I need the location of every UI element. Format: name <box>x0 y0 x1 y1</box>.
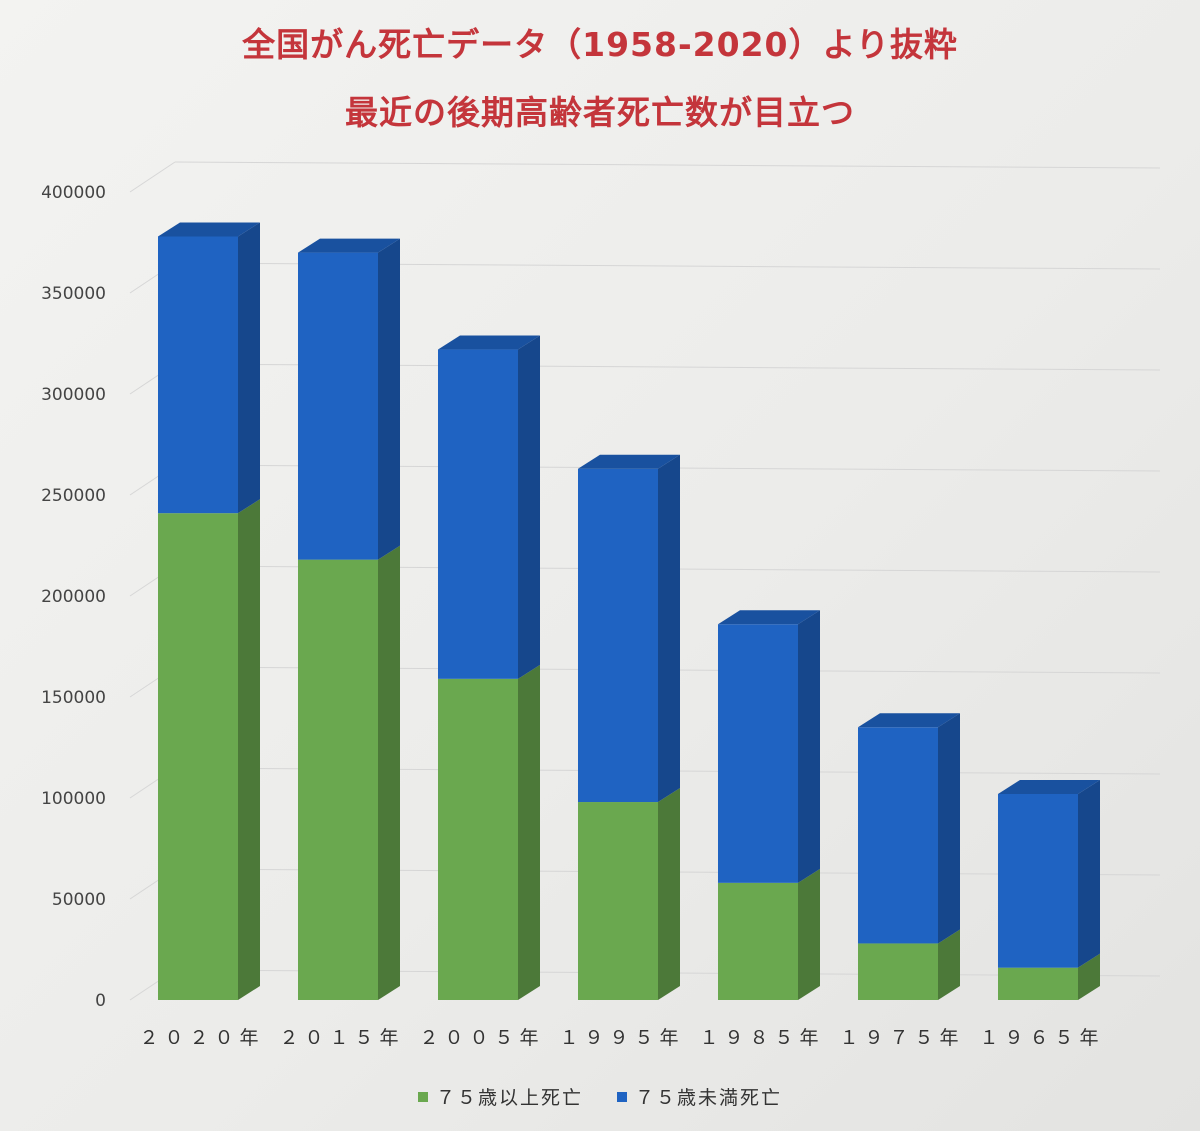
bar-segment <box>718 624 798 883</box>
bar-side <box>378 545 400 1000</box>
bar-segment <box>578 468 658 803</box>
x-tick-label: １９６５年 <box>979 1027 1104 1049</box>
bar-segment <box>998 793 1078 968</box>
legend-label: ７５歳未満死亡 <box>635 1087 783 1109</box>
x-tick-label: ２０１５年 <box>279 1027 404 1049</box>
x-tick-label: １９８５年 <box>699 1027 824 1049</box>
y-tick-label: 50000 <box>52 890 106 910</box>
x-tick-label: １９７５年 <box>839 1027 964 1049</box>
bar-segment <box>158 236 238 514</box>
bar-side <box>798 868 820 1000</box>
bar-segment <box>578 802 658 1000</box>
bar-side <box>658 788 680 1000</box>
x-tick-label: ２０２０年 <box>139 1027 264 1049</box>
bar-side <box>1078 779 1100 968</box>
bar-side <box>518 335 540 679</box>
x-tick-label: ２００５年 <box>419 1027 544 1049</box>
bar-top <box>438 335 540 350</box>
bar-side <box>938 713 960 944</box>
bar-segment <box>438 678 518 1000</box>
gridline-depth <box>129 161 176 193</box>
legend-item-under-75: ７５歳未満死亡 <box>617 1083 782 1110</box>
bar-segment <box>998 967 1078 1000</box>
bar-top <box>718 610 820 625</box>
legend-swatch-blue <box>617 1091 628 1102</box>
bar-side <box>938 929 960 1000</box>
bar-top <box>998 779 1100 794</box>
x-tick-label: １９９５年 <box>559 1027 684 1049</box>
bar-segment <box>858 943 938 1000</box>
bar-top <box>858 713 960 728</box>
gridline <box>174 161 1161 169</box>
legend-swatch-green <box>417 1091 428 1102</box>
bar-side <box>238 499 260 1000</box>
legend-item-75-and-over: ７５歳以上死亡 <box>417 1083 583 1110</box>
bar-top <box>578 454 680 469</box>
y-tick-label: 100000 <box>41 789 106 809</box>
chart-subtitle: 最近の後期高齢者死亡数が目立つ <box>345 93 855 132</box>
y-tick-label: 300000 <box>41 385 106 405</box>
bar-segment <box>298 559 378 1000</box>
bar-top <box>158 222 260 237</box>
bar-segment <box>298 252 378 560</box>
legend-label: ７５歳以上死亡 <box>435 1087 583 1109</box>
y-tick-label: 200000 <box>41 587 106 607</box>
bar-side <box>798 610 820 883</box>
bar-top <box>298 238 400 253</box>
bar-segment <box>858 727 938 944</box>
y-tick-label: 250000 <box>41 486 106 506</box>
bar-segment <box>158 513 238 1000</box>
bar-side <box>378 238 400 560</box>
y-tick-label: 400000 <box>41 183 106 203</box>
chart-title: 全国がん死亡データ（1958-2020）より抜粋 <box>242 25 958 64</box>
y-tick-label: 150000 <box>41 688 106 708</box>
chart-legend: ７５歳以上死亡 ７５歳未満死亡 <box>0 1083 1200 1110</box>
bar-segment <box>438 349 518 679</box>
bar-side <box>518 664 540 1000</box>
bar-side <box>1078 953 1100 1000</box>
bar-side <box>658 454 680 803</box>
bar-side <box>238 222 260 514</box>
bar-segment <box>718 882 798 1000</box>
y-tick-label: 350000 <box>41 284 106 304</box>
y-tick-label: 0 <box>95 991 106 1011</box>
